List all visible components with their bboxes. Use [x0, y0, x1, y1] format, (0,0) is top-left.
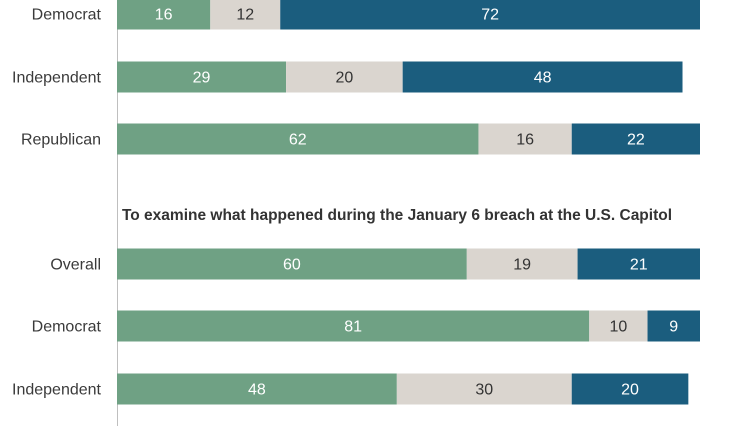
data-label: 72: [481, 7, 499, 24]
bar-segment: [571, 123, 700, 155]
category-label: Democrat: [32, 7, 102, 24]
data-label: 29: [193, 70, 211, 87]
data-label: 48: [248, 382, 266, 399]
bar-segment: [280, 0, 700, 30]
bar-segment: [117, 61, 287, 93]
data-label: 30: [475, 382, 493, 399]
data-label: 10: [609, 319, 627, 336]
bar-segment: [117, 310, 590, 342]
category-label: Democrat: [32, 319, 102, 336]
data-label: 20: [335, 70, 353, 87]
data-label: 62: [289, 132, 307, 149]
data-label: 19: [513, 257, 531, 274]
bar-segment: [571, 373, 689, 405]
bar-segment: [589, 310, 648, 342]
bar-segment: [647, 310, 700, 342]
bars-layer: [117, 0, 700, 405]
data-label: 9: [669, 319, 678, 336]
category-label: Republican: [21, 132, 101, 149]
data-label: 12: [236, 7, 254, 24]
bar-segment: [396, 373, 572, 405]
data-label: 60: [283, 257, 301, 274]
bar-segment: [466, 248, 578, 280]
data-label: 48: [534, 70, 552, 87]
category-label: Overall: [50, 257, 101, 274]
data-label: 20: [621, 382, 639, 399]
bar-segment: [577, 248, 700, 280]
data-label: 16: [155, 7, 173, 24]
category-label: Independent: [12, 382, 102, 399]
bar-segment: [117, 373, 397, 405]
bar-segment: [117, 0, 211, 30]
bar-segment: [286, 61, 403, 93]
chart-2-title: To examine what happened during the Janu…: [122, 207, 672, 224]
data-label: 81: [344, 319, 362, 336]
data-label: 22: [627, 132, 645, 149]
bar-segment: [478, 123, 572, 155]
bar-segment: [402, 61, 683, 93]
bar-segment: [117, 123, 479, 155]
data-label: 21: [630, 257, 648, 274]
data-label: 16: [516, 132, 534, 149]
bar-segment: [210, 0, 281, 30]
category-label: Independent: [12, 70, 102, 87]
labels-layer: Democrat 16 12 72 Independent 29 20 48 Republica…: [12, 7, 678, 399]
bar-segment: [117, 248, 467, 280]
